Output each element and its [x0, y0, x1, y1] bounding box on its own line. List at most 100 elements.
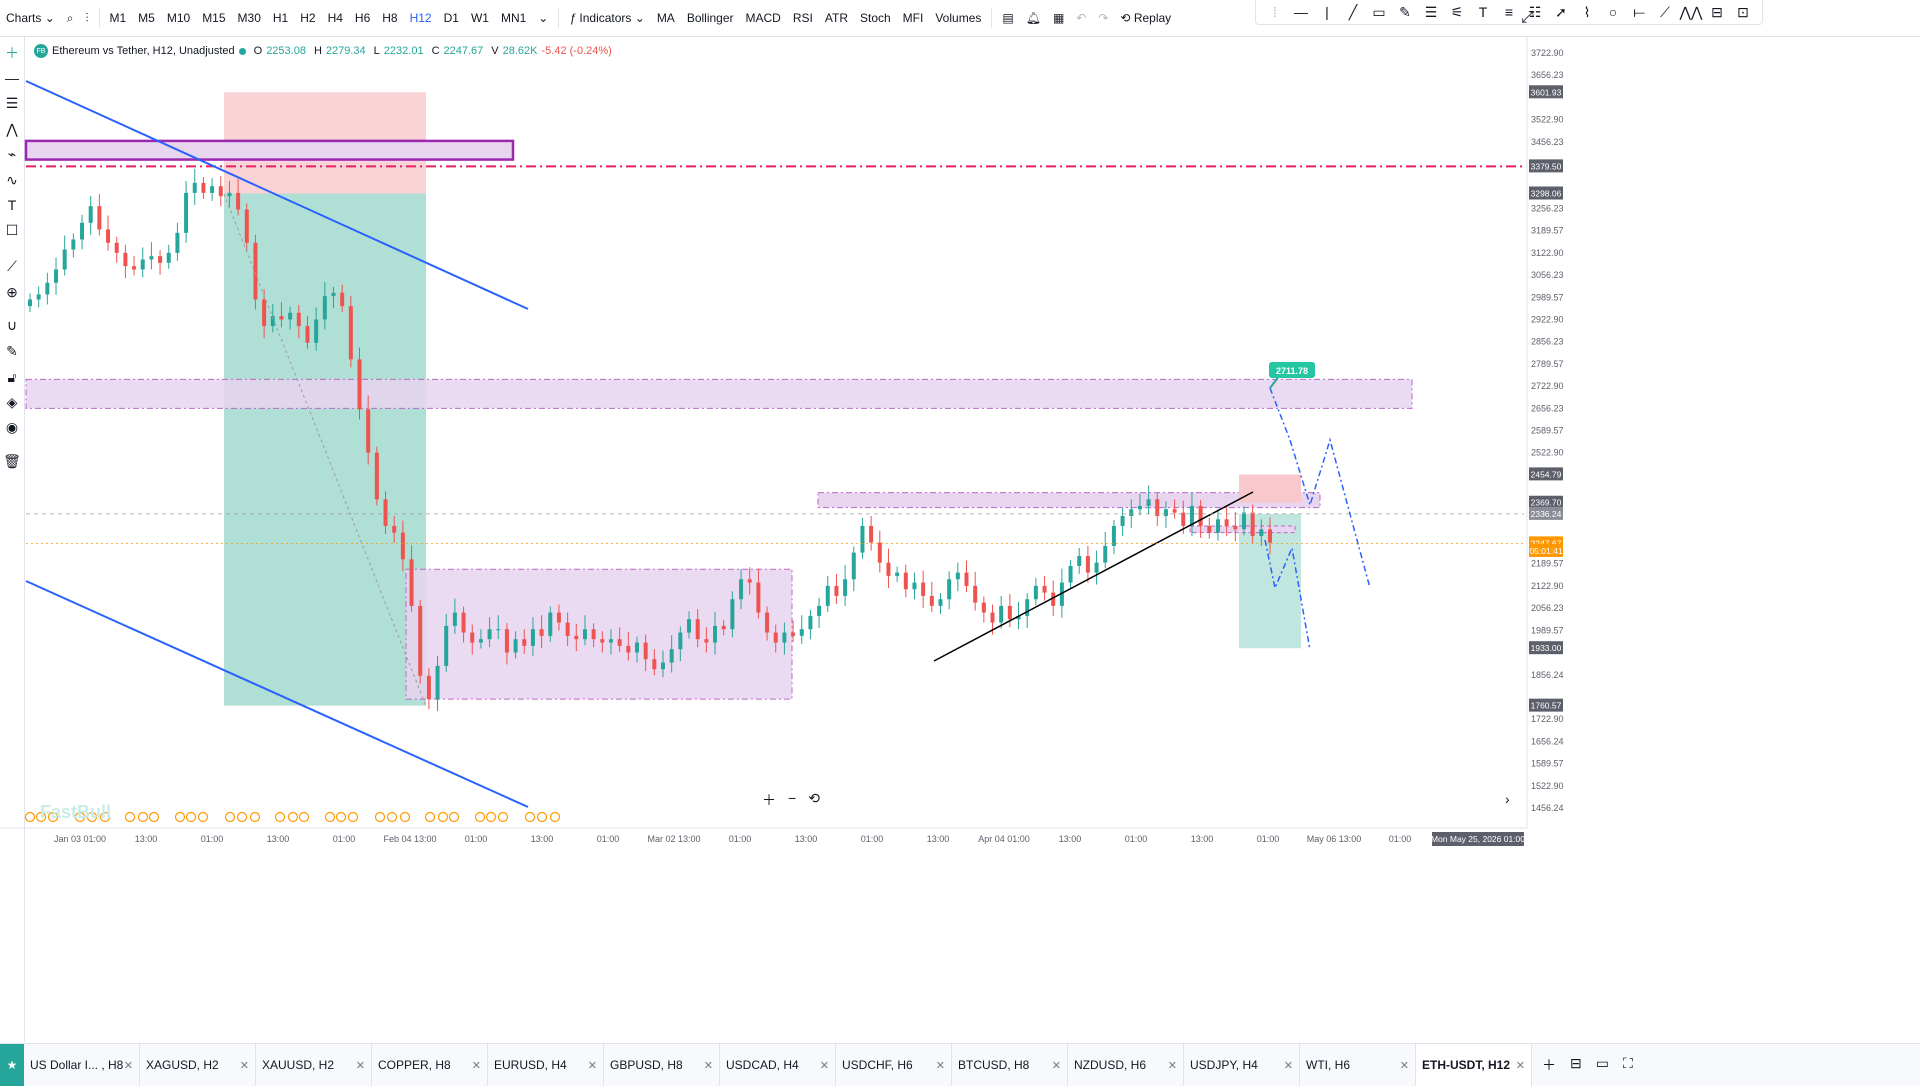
timeframe-w1-button[interactable]: W1	[470, 11, 489, 25]
ruler-icon[interactable]: ⟋	[7, 257, 17, 274]
close-tab-icon[interactable]: ✕	[1167, 1059, 1177, 1072]
rectangle-icon[interactable]: ▭	[1372, 3, 1386, 20]
expand-icon[interactable]: ⤢	[1521, 9, 1534, 26]
visibility-layers-icon[interactable]: ◈	[6, 393, 18, 410]
close-tab-icon[interactable]: ✕	[935, 1059, 945, 1072]
zoom-out-button[interactable]: −	[788, 790, 797, 806]
trash-icon[interactable]: 🗑︎	[3, 452, 21, 469]
symbol-tab[interactable]: USDCAD, H4 ✕	[720, 1044, 836, 1086]
timeframe-m15-button[interactable]: M15	[202, 11, 226, 25]
close-tab-icon[interactable]: ✕	[819, 1059, 829, 1072]
timeframe-m30-button[interactable]: M30	[237, 11, 261, 25]
ray-icon[interactable]: ⟝	[1633, 3, 1645, 20]
timeframe-m1-button[interactable]: M1	[109, 11, 127, 25]
minimize-icon[interactable]: ▭	[1595, 1055, 1609, 1071]
indicator-ma-button[interactable]: MA	[656, 11, 675, 25]
symbol-tab[interactable]: XAUUSD, H2 ✕	[256, 1044, 372, 1086]
timeframe-d1-button[interactable]: D1	[443, 11, 459, 25]
redo-icon[interactable]: ↷	[1098, 11, 1109, 25]
close-tab-icon[interactable]: ✕	[355, 1059, 365, 1072]
symbol-tab[interactable]: ETH-USDT, H12 ✕	[1416, 1044, 1532, 1086]
vertical-line-icon[interactable]: |	[1325, 4, 1329, 20]
zoom-in-button[interactable]: ＋	[762, 792, 776, 808]
close-tab-icon[interactable]: ✕	[1051, 1059, 1061, 1072]
calendar-icon[interactable]: ▦	[1052, 11, 1065, 25]
reset-zoom-button[interactable]: ⟲	[808, 790, 820, 806]
horizontal-line-icon[interactable]: —	[1294, 4, 1308, 20]
symbol-tab[interactable]: BTCUSD, H8 ✕	[952, 1044, 1068, 1086]
drawing-mode-icon[interactable]: ✎	[6, 342, 18, 359]
fib-fan-icon[interactable]: ⚟	[1450, 3, 1464, 20]
emoji-tool-icon[interactable]: ☐	[5, 221, 19, 238]
symbol-tab[interactable]: XAGUSD, H2 ✕	[140, 1044, 256, 1086]
price-note-icon[interactable]: ⊟	[1711, 3, 1723, 20]
callout-icon[interactable]: ⊡	[1737, 3, 1749, 20]
close-tab-icon[interactable]: ✕	[1515, 1059, 1525, 1072]
text-tool-icon[interactable]: T	[7, 197, 17, 213]
close-tab-icon[interactable]: ✕	[1283, 1059, 1293, 1072]
pattern-icon[interactable]: ⋀⋀	[1679, 3, 1703, 20]
charts-menu-button[interactable]: Charts ⌄	[0, 0, 61, 36]
fullscreen-icon[interactable]: ⛶	[1622, 1055, 1633, 1071]
symbol-tab[interactable]: COPPER, H8 ✕	[372, 1044, 488, 1086]
drag-handle-icon[interactable]: ⁞	[1273, 4, 1277, 20]
symbol-title[interactable]: Ethereum vs Tether, H12, Unadjusted	[52, 45, 235, 57]
fib-tool-icon[interactable]: ☰	[5, 94, 19, 111]
eye-icon[interactable]: ◉	[5, 418, 19, 435]
symbol-tab[interactable]: GBPUSD, H8 ✕	[604, 1044, 720, 1086]
close-tab-icon[interactable]: ✕	[587, 1059, 597, 1072]
timeframe-h1-button[interactable]: H1	[272, 11, 289, 25]
favorites-star-icon[interactable]: ★	[0, 1044, 24, 1086]
symbol-tab[interactable]: WTI, H6 ✕	[1300, 1044, 1416, 1086]
symbol-tab[interactable]: EURUSD, H4 ✕	[488, 1044, 604, 1086]
symbol-tab[interactable]: USDJPY, H4 ✕	[1184, 1044, 1300, 1086]
close-tab-icon[interactable]: ✕	[471, 1059, 481, 1072]
indicator-volumes-button[interactable]: Volumes	[935, 11, 982, 25]
magnet-icon[interactable]: ∪	[6, 316, 18, 333]
close-tab-icon[interactable]: ✕	[239, 1059, 249, 1072]
indicator-macd-button[interactable]: MACD	[745, 11, 781, 25]
symbol-tab[interactable]: US Dollar I... , H8 ✕	[24, 1044, 140, 1086]
trend-line-icon[interactable]: ╱	[1348, 3, 1358, 20]
timeframe-h6-button[interactable]: H6	[354, 11, 371, 25]
extended-line-icon[interactable]: ⟋	[1660, 3, 1670, 20]
timeframe-mn1-button[interactable]: MN1	[500, 11, 527, 25]
text-icon[interactable]: T	[1478, 4, 1488, 20]
line-tool-icon[interactable]: —	[5, 70, 19, 86]
crosshair-icon[interactable]: ＋	[5, 45, 19, 61]
candlestick-type-icon[interactable]: ⫶	[85, 10, 89, 25]
brush-icon[interactable]: ✎	[1399, 3, 1411, 20]
symbol-tab[interactable]: NZDUSD, H6 ✕	[1068, 1044, 1184, 1086]
indicator-atr-button[interactable]: ATR	[824, 11, 848, 25]
zoom-in-icon[interactable]: ⊕	[6, 283, 18, 300]
search-icon[interactable]: ⌕	[66, 10, 74, 25]
projection-tool-icon[interactable]: ⌁	[7, 145, 17, 162]
replay-button[interactable]: ⟲ Replay	[1114, 0, 1177, 36]
path-icon[interactable]: ⌇	[1583, 3, 1591, 20]
layout-icon[interactable]: ▤	[1002, 11, 1014, 25]
indicators-button[interactable]: ƒ Indicators ⌄	[569, 11, 645, 25]
timeframe-h2-button[interactable]: H2	[300, 11, 316, 25]
indicator-bollinger-button[interactable]: Bollinger	[686, 11, 734, 25]
alert-bell-icon[interactable]: 🔔︎	[1025, 11, 1041, 25]
timeframe-h12-button[interactable]: H12	[409, 11, 432, 25]
indicator-stoch-button[interactable]: Stoch	[859, 11, 891, 25]
timeframe-h8-button[interactable]: H8	[382, 11, 398, 25]
timeframe-h4-button[interactable]: H4	[327, 11, 343, 25]
undo-icon[interactable]: ↶	[1076, 11, 1087, 25]
add-tab-icon[interactable]: ＋	[1542, 1057, 1556, 1073]
scroll-right-button[interactable]: ›	[1505, 791, 1510, 807]
close-tab-icon[interactable]: ✕	[703, 1059, 713, 1072]
arrow-icon[interactable]: ➚	[1555, 3, 1567, 20]
brush-tool-icon[interactable]: ∿	[6, 171, 18, 188]
timeframe-chevron-icon[interactable]: ⌄	[538, 11, 549, 25]
indicator-rsi-button[interactable]: RSI	[792, 11, 813, 25]
symbol-tab[interactable]: USDCHF, H6 ✕	[836, 1044, 952, 1086]
split-layout-icon[interactable]: ⊟	[1570, 1055, 1582, 1071]
pitchfork-icon[interactable]: ≡	[1504, 4, 1514, 20]
indicator-mfi-button[interactable]: MFI	[902, 11, 924, 25]
close-tab-icon[interactable]: ✕	[1399, 1059, 1409, 1072]
fib-retracement-icon[interactable]: ☰	[1424, 3, 1438, 20]
circle-icon[interactable]: ○	[1608, 4, 1618, 20]
